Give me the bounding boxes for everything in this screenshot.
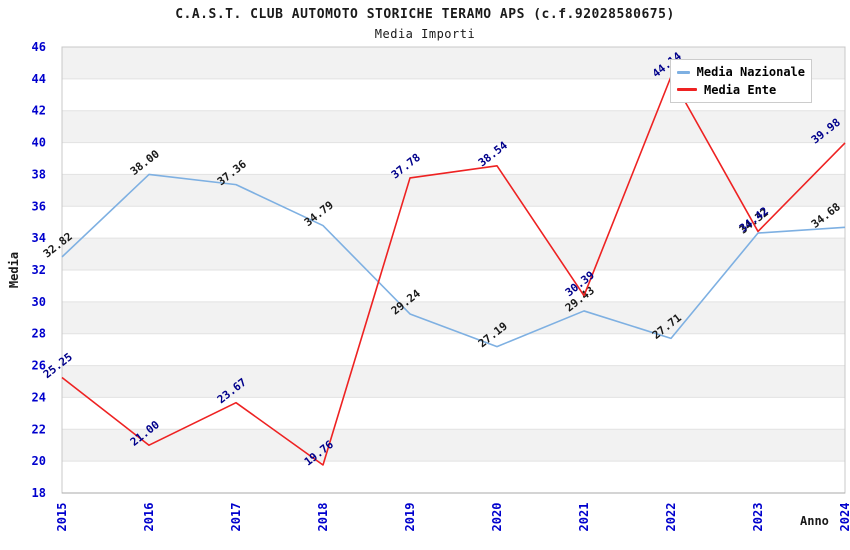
- legend-label-media-ente: Media Ente: [704, 82, 777, 97]
- x-tick-label: 2018: [316, 503, 330, 532]
- x-tick-label: 2015: [55, 503, 69, 532]
- x-tick-label: 2021: [577, 503, 591, 532]
- x-tick-label: 2017: [229, 503, 243, 532]
- chart-subtitle: Media Importi: [374, 27, 476, 41]
- y-tick-label: 46: [32, 40, 46, 54]
- x-axis-label: Anno: [800, 514, 829, 528]
- media-nazionale-line: [61, 173, 846, 348]
- y-tick-label: 30: [32, 295, 46, 309]
- x-tick-label: 2019: [403, 503, 417, 532]
- legend-item-media-ente: Media Ente: [677, 83, 805, 97]
- y-tick-label: 38: [32, 167, 46, 181]
- legend-item-media-nazionale: Media Nazionale: [677, 65, 805, 79]
- y-tick-label: 28: [32, 327, 46, 341]
- y-tick-label: 24: [32, 390, 46, 404]
- plot-band: [62, 110, 845, 143]
- x-tick-label: 2022: [664, 503, 678, 532]
- plot-band: [62, 238, 845, 270]
- y-tick-label: 40: [32, 136, 46, 150]
- data-label: 38.00: [128, 147, 162, 178]
- y-tick-label: 34: [32, 231, 46, 245]
- y-tick-label: 36: [32, 199, 46, 213]
- legend: Media Nazionale Media Ente: [670, 59, 812, 103]
- y-tick-label: 18: [32, 486, 46, 500]
- data-label: 38.54: [476, 139, 510, 170]
- y-tick-label: 26: [32, 359, 46, 373]
- plot-band: [62, 429, 845, 462]
- legend-label-media-nazionale: Media Nazionale: [696, 65, 805, 80]
- media-ente-line: [61, 75, 846, 466]
- plot-band: [62, 174, 845, 207]
- x-tick-label: 2016: [142, 503, 156, 532]
- chart-title: C.A.S.T. CLUB AUTOMOTO STORICHE TERAMO A…: [175, 7, 675, 22]
- plot-band: [62, 365, 845, 398]
- x-tick-label: 2023: [751, 503, 765, 532]
- y-tick-label: 42: [32, 104, 46, 118]
- x-tick-label: 2020: [490, 503, 504, 532]
- y-tick-label: 22: [32, 422, 46, 436]
- plot-band: [62, 301, 845, 334]
- media-nazionale-line-swatch: [677, 70, 690, 74]
- x-tick-label: 2024: [838, 503, 850, 532]
- y-tick-label: 44: [32, 72, 46, 86]
- media-ente-line-swatch: [677, 88, 697, 92]
- y-tick-label: 20: [32, 454, 46, 468]
- y-tick-label: 32: [32, 263, 46, 277]
